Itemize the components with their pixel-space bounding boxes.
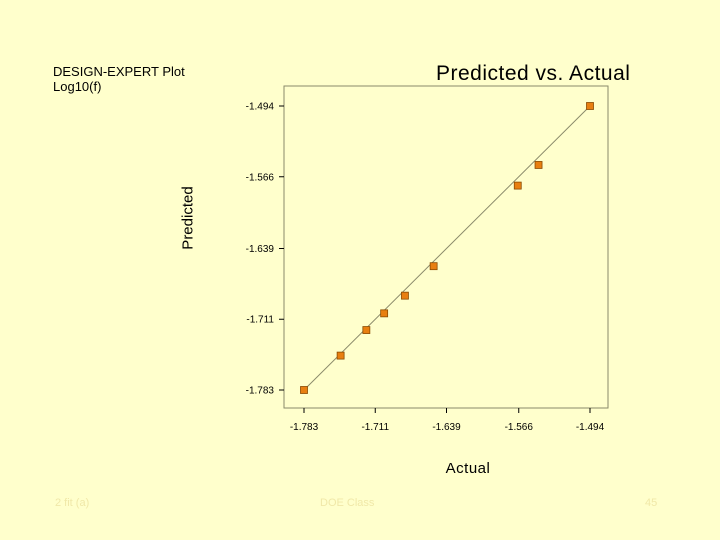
reference-line	[303, 105, 591, 391]
chart-title: Predicted vs. Actual	[436, 62, 631, 85]
plot-frame	[283, 85, 609, 409]
data-point	[300, 386, 308, 394]
y-tick-label: -1.711	[246, 315, 274, 326]
footer-page-number: 45	[645, 497, 658, 509]
y-tick-label: -1.783	[246, 386, 275, 397]
data-point	[380, 309, 389, 318]
data-point	[513, 181, 522, 190]
y-tick-label: -1.494	[246, 102, 275, 113]
data-point	[586, 102, 594, 110]
data-point	[401, 291, 409, 300]
data-point	[336, 351, 345, 360]
footer-center-text: DOE Class	[320, 497, 375, 509]
data-point	[362, 326, 371, 334]
data-point	[534, 161, 543, 169]
x-tick-label: -1.494	[576, 422, 605, 433]
header-response-label: Log10(f)	[53, 79, 102, 94]
x-tick-label: -1.566	[505, 422, 534, 433]
footer-left-text: 2 fit (a)	[55, 497, 90, 509]
y-tick-label: -1.639	[246, 244, 275, 255]
plot-header: DESIGN-EXPERT Plot Log10(f)	[53, 64, 185, 94]
data-point	[429, 262, 438, 271]
header-software-label: DESIGN-EXPERT Plot	[53, 64, 185, 79]
x-axis-label: Actual	[445, 460, 491, 477]
x-tick-label: -1.639	[432, 422, 461, 433]
x-tick-label: -1.711	[361, 422, 389, 433]
y-tick-label: -1.566	[246, 172, 275, 183]
x-tick-label: -1.783	[290, 422, 319, 433]
